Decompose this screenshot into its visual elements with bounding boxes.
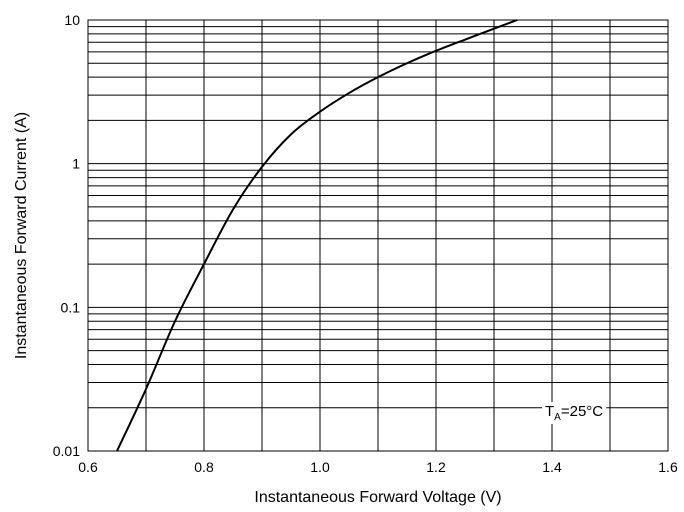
series xyxy=(116,19,518,452)
grid xyxy=(88,19,668,451)
y-tick-label: 0.01 xyxy=(53,443,80,459)
temperature-annotation: TA=25°C xyxy=(542,402,607,424)
x-tick-label: 1.0 xyxy=(310,459,330,475)
x-tick-label: 1.6 xyxy=(658,459,678,475)
annotation-main: T xyxy=(545,403,554,420)
annotation-rest: =25°C xyxy=(561,403,603,420)
x-axis-title: Instantaneous Forward Voltage (V) xyxy=(254,489,501,506)
x-tick-label: 0.8 xyxy=(194,459,214,475)
y-tick-label: 10 xyxy=(64,12,80,28)
y-axis-title: Instantaneous Forward Current (A) xyxy=(13,112,30,359)
series-line xyxy=(116,19,518,452)
x-tick-label: 1.2 xyxy=(426,459,446,475)
plot-frame xyxy=(87,19,669,452)
x-tick-label: 1.4 xyxy=(542,459,562,475)
svg-text:TA=25°C: TA=25°C xyxy=(545,403,603,423)
annotation-subscript: A xyxy=(554,412,561,423)
y-tick-label: 0.1 xyxy=(61,299,81,315)
y-tick-label: 1 xyxy=(72,156,80,172)
tick-labels: 0.6 0.8 1.0 1.2 1.4 1.6 0.01 0.1 1 10 xyxy=(53,12,678,475)
x-tick-label: 0.6 xyxy=(78,459,98,475)
